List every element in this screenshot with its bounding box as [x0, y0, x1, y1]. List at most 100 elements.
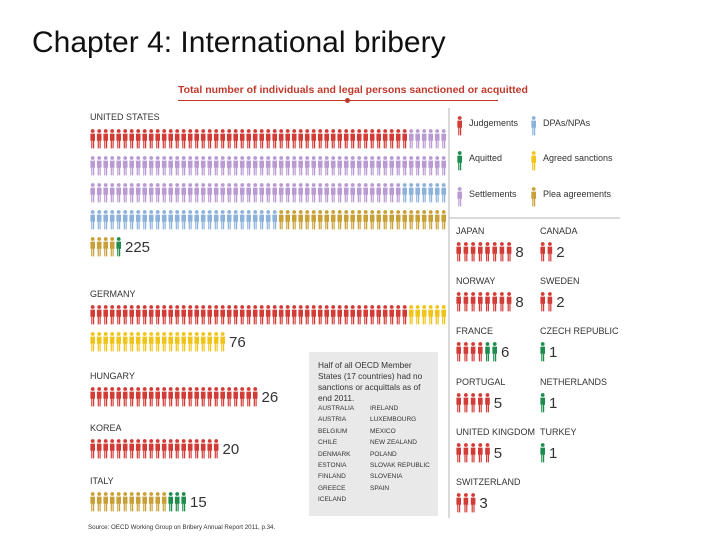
person-united-states-settlements: [291, 183, 297, 203]
count-netherlands: 1: [549, 395, 558, 412]
person-united-states-settlements: [369, 183, 375, 203]
person-united-states-settlements: [207, 183, 212, 203]
legend-label-settlements: Settlements: [469, 189, 517, 199]
person-united-states-settlements: [142, 156, 147, 176]
person-germany-judgements: [389, 305, 394, 325]
person-united-states-settlements: [155, 156, 160, 176]
person-united-states-dpas-npas: [161, 210, 167, 230]
person-norway-judgements: [485, 292, 490, 312]
person-united-kingdom-judgements: [470, 443, 476, 463]
count-italy: 15: [190, 494, 207, 511]
note-country-list: AUSTRALIA AUSTRIA BELGIUM CHILE DENMARK ESTON…: [318, 403, 436, 506]
person-norway-judgements: [478, 292, 483, 312]
note-country: ICELAND: [318, 496, 347, 504]
person-united-states-dpas-npas: [148, 210, 154, 230]
person-united-states-dpas-npas: [428, 183, 433, 203]
person-united-states-settlements: [363, 183, 368, 203]
person-germany-agreed-sanctions: [129, 332, 134, 352]
person-united-states-settlements: [174, 156, 180, 176]
person-norway-judgements: [456, 292, 461, 312]
person-united-states-settlements: [161, 183, 167, 203]
person-united-states-settlements: [395, 183, 401, 203]
person-united-states-dpas-npas: [415, 183, 420, 203]
person-united-states-plea-agreements: [402, 210, 407, 230]
person-germany-agreed-sanctions: [181, 332, 186, 352]
note-country: MEXICO: [370, 427, 396, 435]
country-label-canada: CANADA: [540, 226, 578, 236]
person-italy-plea-agreements: [116, 492, 121, 512]
person-korea-judgements: [155, 439, 160, 459]
person-italy-plea-agreements: [142, 492, 147, 512]
person-germany-agreed-sanctions: [168, 332, 173, 352]
person-japan-judgements: [492, 242, 497, 262]
note-country: CHILE: [318, 439, 338, 447]
person-germany-judgements: [103, 305, 108, 325]
person-united-states-judgements: [356, 129, 362, 149]
person-united-states-settlements: [421, 156, 427, 176]
country-label-turkey: TURKEY: [540, 427, 577, 437]
person-germany-agreed-sanctions: [116, 332, 121, 352]
person-japan-judgements: [485, 242, 490, 262]
person-germany-judgements: [252, 305, 258, 325]
country-label-sweden: SWEDEN: [540, 276, 580, 286]
person-italy-plea-agreements: [161, 492, 167, 512]
legend-icon-aquitted: [457, 151, 462, 171]
person-norway-judgements: [463, 292, 469, 312]
person-united-states-settlements: [213, 183, 219, 203]
person-italy-plea-agreements: [96, 492, 102, 512]
person-united-states-settlements: [103, 156, 108, 176]
person-united-states-settlements: [382, 156, 388, 176]
person-united-states-plea-agreements: [330, 210, 336, 230]
person-united-states-judgements: [363, 129, 368, 149]
person-germany-agreed-sanctions: [135, 332, 141, 352]
person-united-states-judgements: [226, 129, 232, 149]
person-united-states-judgements: [129, 129, 134, 149]
person-united-states-settlements: [194, 183, 199, 203]
person-hungary-judgements: [213, 387, 219, 407]
person-hungary-judgements: [174, 387, 180, 407]
person-united-states-dpas-npas: [129, 210, 134, 230]
note-text: Half of all OECD Member States (17 count…: [318, 360, 423, 403]
person-united-states-judgements: [324, 129, 329, 149]
person-united-states-settlements: [135, 183, 141, 203]
person-united-states-judgements: [298, 129, 303, 149]
person-germany-agreed-sanctions: [148, 332, 154, 352]
person-hungary-judgements: [103, 387, 108, 407]
person-united-states-judgements: [207, 129, 212, 149]
person-united-states-settlements: [350, 183, 355, 203]
count-norway: 8: [515, 294, 524, 311]
person-hungary-judgements: [226, 387, 232, 407]
count-united-kingdom: 5: [493, 445, 503, 462]
person-germany-agreed-sanctions: [103, 332, 108, 352]
person-korea-judgements: [96, 439, 102, 459]
person-united-states-settlements: [220, 156, 225, 176]
person-united-states-settlements: [376, 183, 381, 203]
person-france-judgements: [478, 342, 483, 362]
person-united-states-judgements: [187, 129, 193, 149]
person-germany-agreed-sanctions: [161, 332, 167, 352]
person-united-states-settlements: [213, 156, 219, 176]
person-united-states-judgements: [337, 129, 342, 149]
person-united-states-settlements: [239, 156, 245, 176]
person-united-states-plea-agreements: [343, 210, 349, 230]
person-france-judgements: [463, 342, 469, 362]
person-united-states-settlements: [278, 156, 284, 176]
person-germany-agreed-sanctions: [90, 332, 95, 352]
person-united-states-dpas-npas: [96, 210, 102, 230]
person-united-states-settlements: [226, 183, 232, 203]
person-united-states-settlements: [194, 156, 199, 176]
person-united-states-settlements: [324, 156, 329, 176]
person-hungary-judgements: [135, 387, 141, 407]
person-united-states-settlements: [350, 156, 355, 176]
person-united-states-judgements: [116, 129, 121, 149]
legend-label-dpas-npas: DPAs/NPAs: [543, 118, 591, 128]
person-united-states-settlements: [252, 156, 258, 176]
person-germany-agreed-sanctions: [415, 305, 420, 325]
person-united-states-plea-agreements: [350, 210, 355, 230]
legend-label-judgements: Judgements: [469, 118, 519, 128]
person-united-states-settlements: [285, 183, 290, 203]
person-germany-judgements: [233, 305, 238, 325]
person-japan-judgements: [463, 242, 469, 262]
person-italy-plea-agreements: [122, 492, 128, 512]
person-korea-judgements: [194, 439, 199, 459]
